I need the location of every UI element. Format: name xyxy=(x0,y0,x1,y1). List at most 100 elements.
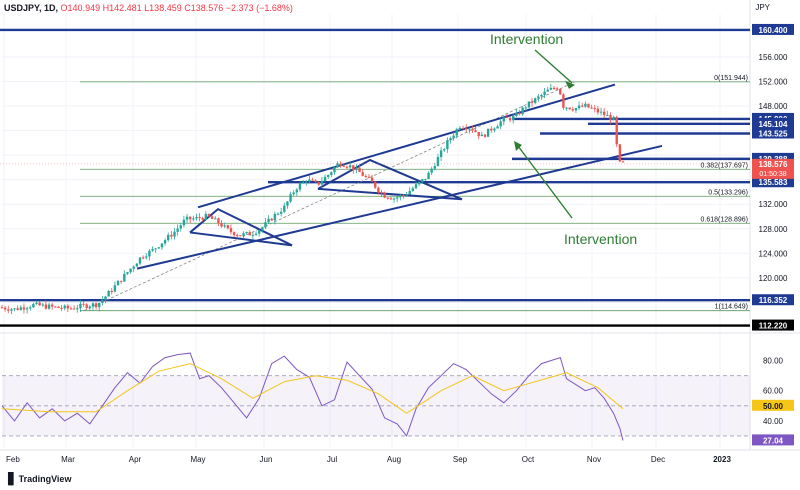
change-value: −2.373 (−1.68%) xyxy=(225,3,293,13)
candle-body xyxy=(157,247,161,249)
candle-body xyxy=(464,128,468,130)
candle xyxy=(609,112,612,125)
rsi-value-label: 50.00 xyxy=(763,402,784,411)
price-label-box xyxy=(752,152,794,164)
price-label-box xyxy=(752,127,794,139)
candle xyxy=(154,248,157,253)
candle xyxy=(596,105,600,115)
candle xyxy=(72,305,76,310)
candle xyxy=(323,174,327,182)
candle xyxy=(98,302,101,312)
channel-upper-line xyxy=(197,83,616,209)
candle xyxy=(330,171,333,178)
candle xyxy=(602,107,606,119)
pattern-wedge-2 xyxy=(317,158,463,201)
candle-body xyxy=(455,129,458,136)
candle xyxy=(543,88,546,99)
candle xyxy=(483,133,487,139)
currency-label: JPY xyxy=(755,3,770,12)
candle xyxy=(458,126,462,131)
candle-body xyxy=(19,307,23,310)
candle-body xyxy=(104,296,107,300)
candle xyxy=(386,197,389,200)
candle-body xyxy=(57,306,60,308)
candle-body xyxy=(427,172,430,180)
candle xyxy=(562,93,565,110)
tradingview-logo[interactable]: ▐▌ TradingView xyxy=(4,473,71,485)
annotation-arrowhead xyxy=(514,141,522,151)
candle xyxy=(129,268,132,274)
candle xyxy=(32,302,35,309)
candle-body xyxy=(0,307,4,309)
fib-label: 0.618(128.896) xyxy=(701,216,748,223)
candle-body xyxy=(587,103,590,108)
candle-body xyxy=(555,88,559,90)
candle xyxy=(7,305,10,314)
candle xyxy=(192,215,195,222)
candle-body xyxy=(527,101,531,108)
candle-body xyxy=(399,195,402,198)
candle-body xyxy=(248,231,251,236)
price-label-box xyxy=(752,294,794,306)
annotation-arrowhead xyxy=(565,80,575,89)
candle-body xyxy=(182,219,186,226)
candle xyxy=(270,217,273,221)
candle-body xyxy=(433,166,437,169)
candle xyxy=(389,196,393,200)
candle-body xyxy=(483,134,487,137)
candle-body xyxy=(452,135,455,139)
candle-body xyxy=(493,128,496,131)
candle-body xyxy=(210,216,214,219)
candle xyxy=(145,253,148,260)
candle-body xyxy=(201,218,204,220)
candle-body xyxy=(458,127,462,130)
candle xyxy=(555,86,559,91)
candle xyxy=(424,179,427,182)
candle-body xyxy=(98,302,101,308)
close-value: C138.576 xyxy=(184,3,224,13)
price-label-box xyxy=(752,117,794,129)
tradingview-logo-text: TradingView xyxy=(18,474,72,484)
candle xyxy=(60,305,63,312)
candle xyxy=(242,231,245,239)
candle xyxy=(314,178,317,183)
candle xyxy=(188,216,192,224)
time-axis-label: 2023 xyxy=(713,455,731,464)
candle xyxy=(405,191,408,197)
candle xyxy=(35,300,38,305)
candle-body xyxy=(254,233,258,235)
candle-body xyxy=(383,193,386,198)
candle-body xyxy=(188,216,192,220)
candle xyxy=(361,169,364,177)
candle xyxy=(455,127,458,139)
candle xyxy=(474,126,477,133)
candle-body xyxy=(91,303,95,307)
candle xyxy=(79,299,82,312)
candle-body xyxy=(308,179,311,182)
candle-body xyxy=(154,248,157,250)
candle-body xyxy=(370,177,374,182)
candle-body xyxy=(565,107,568,109)
candle-body xyxy=(69,308,73,310)
candle-body xyxy=(44,304,48,309)
candle-body xyxy=(361,172,364,176)
price-label: 124.000 xyxy=(759,249,788,258)
current-price-value: 138.576 xyxy=(759,160,788,169)
candle xyxy=(88,304,92,311)
candle-body xyxy=(543,91,546,95)
horizontal-levels xyxy=(0,28,750,327)
candle-body xyxy=(192,218,195,220)
candle-body xyxy=(160,243,164,248)
candle xyxy=(411,186,415,192)
candle xyxy=(527,101,531,109)
candle xyxy=(540,93,543,100)
candle xyxy=(574,107,578,113)
candle-body xyxy=(135,263,139,267)
candle-body xyxy=(7,309,10,311)
candle xyxy=(148,249,151,261)
candle xyxy=(57,306,60,309)
candle-body xyxy=(94,303,98,308)
candle xyxy=(383,191,386,199)
